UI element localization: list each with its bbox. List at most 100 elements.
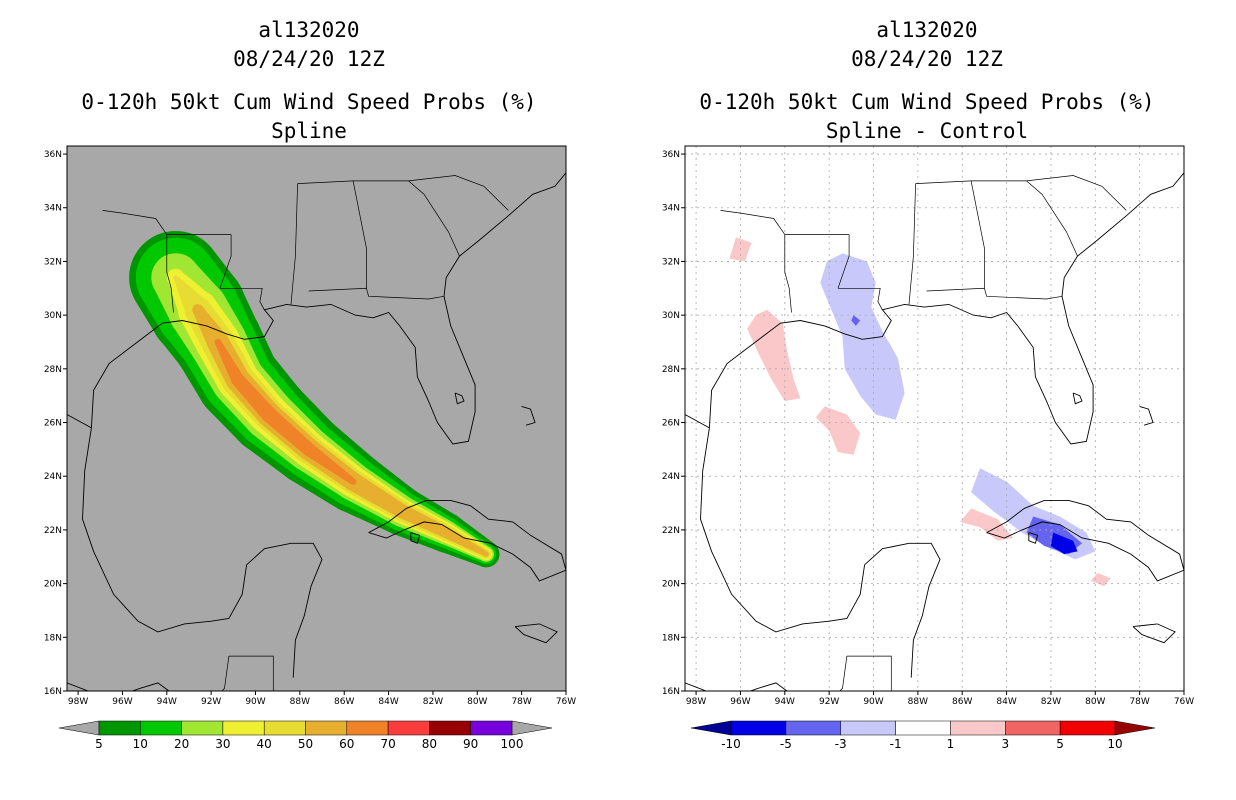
y-tick-label: 22N bbox=[662, 526, 680, 536]
colorbar-label: -1 bbox=[890, 737, 902, 751]
difference-area-negative-3 bbox=[1050, 532, 1078, 555]
colorbar-label: 1 bbox=[947, 737, 955, 751]
x-tick-label: 92W bbox=[819, 697, 839, 707]
right-title-line-4: Spline - Control bbox=[825, 119, 1029, 143]
colorbar-swatch bbox=[730, 720, 787, 736]
colorbar-swatch bbox=[950, 720, 1006, 736]
right-panel: al132020 08/24/20 12Z 0-120h 50kt Cum Wi… bbox=[618, 0, 1236, 800]
y-tick-label: 20N bbox=[44, 580, 62, 590]
x-tick-label: 80W bbox=[467, 697, 487, 707]
x-tick-label: 96W bbox=[112, 697, 132, 707]
colorbar-label: 30 bbox=[215, 737, 230, 751]
x-tick-label: 98W bbox=[686, 697, 706, 707]
left-map: 98W 96W 94W 92W 90W 88W 86W 84W 82W 80W 78W 76W 36N 3… bbox=[44, 145, 576, 707]
y-tick-label: 28N bbox=[662, 365, 680, 375]
x-tick-label: 88W bbox=[908, 697, 928, 707]
y-tick-label: 18N bbox=[662, 633, 680, 643]
y-tick-label: 16N bbox=[44, 687, 62, 697]
colorbar-label: 10 bbox=[1107, 737, 1122, 751]
left-colorbar: 5 10 20 30 40 50 60 70 80 90 100 bbox=[58, 720, 553, 751]
state-borders bbox=[102, 175, 509, 691]
x-tick-label: 80W bbox=[1085, 697, 1105, 707]
colorbar-swatch bbox=[1059, 720, 1116, 736]
y-tick-label: 24N bbox=[44, 472, 62, 482]
difference-area-negative-4 bbox=[851, 315, 861, 326]
y-tick-label: 36N bbox=[44, 150, 62, 160]
colorbar-extend-high bbox=[511, 720, 553, 736]
colorbar-label: 20 bbox=[174, 737, 189, 751]
x-tick-label: 86W bbox=[334, 697, 354, 707]
right-title: al132020 08/24/20 12Z 0-120h 50kt Cum Wi… bbox=[618, 16, 1236, 146]
y-tick-label: 26N bbox=[662, 419, 680, 429]
coastlines bbox=[67, 172, 566, 691]
left-title-line-4: Spline bbox=[271, 119, 347, 143]
y-tick-label: 20N bbox=[662, 580, 680, 590]
colorbar-extend-low bbox=[690, 720, 732, 736]
right-map: 98W 96W 94W 92W 90W 88W 86W 84W 82W 80W 78W 76W 36N 3… bbox=[662, 145, 1194, 707]
colorbar-swatch bbox=[263, 720, 306, 736]
x-tick-label: 76W bbox=[556, 697, 576, 707]
difference-area-negative-0 bbox=[820, 253, 905, 420]
colorbar-label: 50 bbox=[298, 737, 313, 751]
colorbar-swatch bbox=[840, 720, 896, 736]
coastlines bbox=[685, 172, 1184, 691]
colorbar-swatch bbox=[387, 720, 430, 736]
colorbar-label: 90 bbox=[463, 737, 478, 751]
colorbar-swatch bbox=[140, 720, 182, 736]
colorbar-swatch bbox=[895, 720, 951, 736]
x-tick-label: 90W bbox=[863, 697, 883, 707]
y-tick-label: 30N bbox=[662, 311, 680, 321]
left-title-line-2: 08/24/20 12Z bbox=[233, 47, 385, 71]
colorbar-label: 5 bbox=[1056, 737, 1064, 751]
colorbar-swatch bbox=[1005, 720, 1061, 736]
left-panel: al132020 08/24/20 12Z 0-120h 50kt Cum Wi… bbox=[0, 16, 618, 751]
x-tick-label: 86W bbox=[952, 697, 972, 707]
y-tick-label: 28N bbox=[44, 365, 62, 375]
y-tick-label: 18N bbox=[44, 633, 62, 643]
x-tick-label: 98W bbox=[68, 697, 88, 707]
colorbar-extend-high bbox=[1114, 720, 1156, 736]
y-tick-label: 26N bbox=[44, 419, 62, 429]
y-tick-label: 30N bbox=[44, 311, 62, 321]
difference-area-positive-8 bbox=[960, 508, 1014, 541]
x-tick-label: 96W bbox=[730, 697, 750, 707]
colorbar-swatch bbox=[470, 720, 513, 736]
y-tick-label: 24N bbox=[662, 472, 680, 482]
difference-area-positive-6 bbox=[747, 309, 801, 401]
right-title-line-3: 0-120h 50kt Cum Wind Speed Probs (%) bbox=[699, 90, 1155, 114]
colorbar-label: 40 bbox=[257, 737, 272, 751]
colorbar-label: 80 bbox=[422, 737, 437, 751]
colorbar-label: 10 bbox=[133, 737, 148, 751]
y-tick-label: 34N bbox=[662, 204, 680, 214]
probability-band-60 bbox=[214, 338, 357, 485]
x-tick-label: 90W bbox=[245, 697, 265, 707]
colorbar-label: -10 bbox=[721, 737, 741, 751]
difference-area-positive-7 bbox=[815, 406, 861, 455]
y-tick-label: 34N bbox=[44, 204, 62, 214]
colorbar-label: 100 bbox=[501, 737, 524, 751]
x-tick-label: 88W bbox=[290, 697, 310, 707]
map-gridlines bbox=[685, 146, 1184, 691]
map-background bbox=[685, 146, 1184, 691]
colorbar-extend-low bbox=[58, 720, 100, 736]
right-title-line-1: al132020 bbox=[876, 18, 978, 42]
left-title: al132020 08/24/20 12Z 0-120h 50kt Cum Wi… bbox=[0, 16, 618, 146]
x-tick-label: 82W bbox=[423, 697, 443, 707]
y-tick-label: 32N bbox=[662, 257, 680, 267]
right-colorbar: -10 -5 -3 -1 1 3 5 10 bbox=[690, 720, 1156, 751]
colorbar-label: 60 bbox=[339, 737, 354, 751]
x-tick-label: 84W bbox=[996, 697, 1016, 707]
left-title-line-3: 0-120h 50kt Cum Wind Speed Probs (%) bbox=[81, 90, 537, 114]
x-tick-label: 94W bbox=[157, 697, 177, 707]
right-title-line-2: 08/24/20 12Z bbox=[851, 47, 1003, 71]
x-tick-label: 82W bbox=[1041, 697, 1061, 707]
colorbar-swatch bbox=[98, 720, 141, 736]
colorbar-swatch bbox=[429, 720, 471, 736]
y-tick-label: 36N bbox=[662, 150, 680, 160]
colorbar-label: -5 bbox=[780, 737, 792, 751]
map-frame bbox=[684, 145, 1185, 692]
y-tick-label: 22N bbox=[44, 526, 62, 536]
x-tick-label: 94W bbox=[775, 697, 795, 707]
x-tick-label: 76W bbox=[1174, 697, 1194, 707]
colorbar-swatch bbox=[305, 720, 348, 736]
